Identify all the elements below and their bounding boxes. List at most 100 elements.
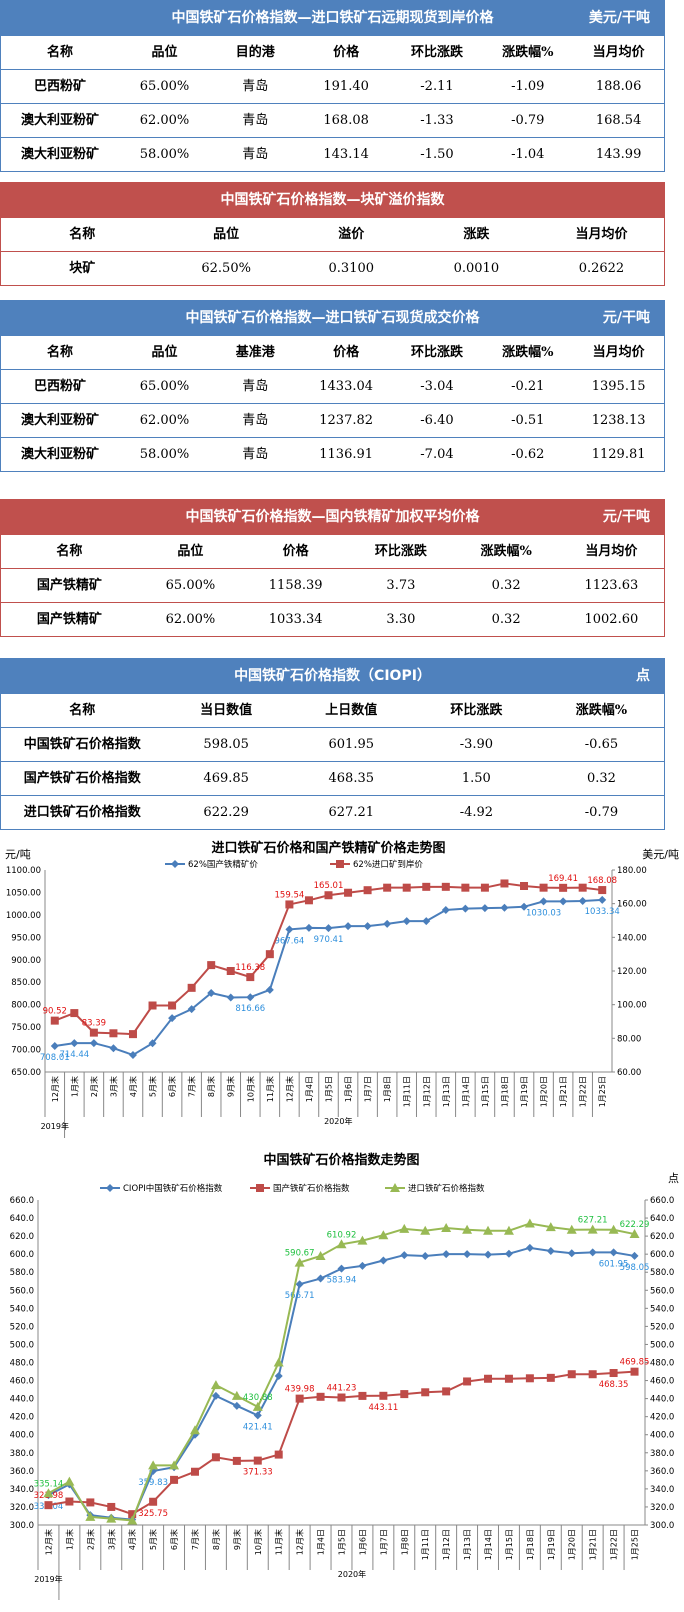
data-point xyxy=(65,1497,74,1506)
series-0 xyxy=(50,895,607,1059)
data-label: 371.33 xyxy=(243,1468,273,1478)
y-tick-label: 620.0 xyxy=(10,1232,34,1242)
x-tick-label: 1月25日 xyxy=(631,1529,640,1560)
x-tick-label: 1月5日 xyxy=(338,1529,347,1555)
table-cell: 58.00% xyxy=(139,447,190,462)
y-tick-label: 460.0 xyxy=(10,1377,34,1387)
data-point xyxy=(500,903,509,912)
y2-tick-label: 360.0 xyxy=(650,1467,674,1477)
data-point xyxy=(567,1249,576,1258)
table-cell: 澳大利亚粉矿 xyxy=(21,447,100,462)
x-tick-label: 1月20日 xyxy=(540,1076,549,1107)
column-header: 品位 xyxy=(177,544,204,559)
table-cell: 62.00% xyxy=(139,413,190,428)
column-header: 环比涨跌 xyxy=(450,703,503,718)
data-point xyxy=(504,1249,513,1258)
data-point xyxy=(480,904,489,913)
table-cell: 468.35 xyxy=(328,771,375,786)
data-point xyxy=(128,1050,137,1059)
table-cell: 澳大利亚粉矿 xyxy=(21,113,100,128)
data-point xyxy=(226,993,235,1002)
data-label: 1033.34 xyxy=(585,907,620,917)
data-point xyxy=(630,1251,639,1260)
data-point xyxy=(50,1041,59,1050)
data-label: 439.98 xyxy=(285,1385,315,1395)
data-label: 627.21 xyxy=(578,1216,608,1226)
data-point xyxy=(170,1475,179,1484)
table-cell: 62.00% xyxy=(165,612,216,627)
table-cell: 1129.81 xyxy=(591,447,646,462)
data-point xyxy=(357,1235,368,1245)
data-point xyxy=(378,1230,389,1240)
data-point xyxy=(500,879,509,888)
table-unit: 美元/干吨 xyxy=(588,10,650,26)
y-tick-label: 1000.00 xyxy=(6,911,41,921)
table-cell: 62.50% xyxy=(201,261,251,276)
year-label: 2019年 xyxy=(41,1121,69,1131)
data-point xyxy=(149,1497,158,1506)
data-label: 708.01 xyxy=(40,1053,70,1063)
data-point xyxy=(484,1374,493,1383)
y-tick-label: 700.00 xyxy=(11,1046,41,1056)
data-point xyxy=(379,1391,388,1400)
data-point xyxy=(256,1184,264,1192)
table-cell: 巴西粉矿 xyxy=(34,379,87,394)
data-point xyxy=(400,1390,409,1399)
table-cell: 1033.34 xyxy=(268,612,323,627)
data-point xyxy=(285,925,294,934)
data-point xyxy=(358,1391,367,1400)
column-header: 价格 xyxy=(282,544,309,559)
table-cell: 国产铁矿石价格指数 xyxy=(23,771,141,786)
x-tick-label: 1月8日 xyxy=(400,1529,409,1555)
table-row: 澳大利亚粉矿 58.00% 青岛 143.14 -1.50 -1.04 143.99 xyxy=(1,137,664,171)
data-point xyxy=(171,860,179,868)
y2-tick-label: 60.00 xyxy=(617,1068,641,1078)
data-point xyxy=(324,891,333,900)
table-cell: 0.32 xyxy=(586,771,616,786)
table-cell: 青岛 xyxy=(242,79,269,94)
data-label: 359.83 xyxy=(138,1478,168,1488)
table-cell: -0.65 xyxy=(584,737,619,752)
data-point xyxy=(285,900,294,909)
y-tick-label: 950.00 xyxy=(11,933,41,943)
data-point xyxy=(503,1225,514,1235)
x-tick-label: 12月末 xyxy=(50,1076,60,1102)
x-tick-label: 12月末 xyxy=(43,1529,53,1555)
table-cell: 青岛 xyxy=(242,113,269,128)
table-cell: 巴西粉矿 xyxy=(34,79,87,94)
y2-axis-label: 点 xyxy=(668,1172,679,1185)
x-tick-label: 1月18日 xyxy=(526,1529,535,1560)
table-cell: -6.40 xyxy=(420,413,454,428)
table-cell: -1.50 xyxy=(420,147,454,162)
x-tick-label: 1月14日 xyxy=(484,1529,493,1560)
data-point xyxy=(520,881,529,890)
data-point xyxy=(85,1511,96,1521)
data-point xyxy=(483,1225,494,1235)
table-cell: 65.00% xyxy=(165,578,216,593)
y-tick-label: 750.00 xyxy=(11,1023,41,1033)
table-header-bar: 中国铁矿石价格指数（CIOPI） 点 xyxy=(1,659,664,693)
data-point xyxy=(315,1250,326,1260)
x-tick-label: 10月末 xyxy=(253,1529,263,1555)
table-title: 中国铁矿石价格指数—进口铁矿石现货成交价格 xyxy=(185,310,480,326)
table-cell: -1.33 xyxy=(420,113,454,128)
x-tick-label: 1月11日 xyxy=(421,1529,430,1560)
column-header: 品位 xyxy=(213,227,240,242)
x-tick-label: 1月15日 xyxy=(505,1529,514,1560)
data-point xyxy=(168,1001,177,1010)
data-point xyxy=(190,1430,199,1439)
y2-tick-label: 120.00 xyxy=(617,967,647,977)
table-cell: -0.62 xyxy=(511,447,545,462)
y-tick-label: 650.00 xyxy=(11,1068,41,1078)
series-1 xyxy=(44,1367,639,1519)
data-point xyxy=(231,1390,242,1400)
data-point xyxy=(587,1224,598,1234)
data-label: 601.95 xyxy=(599,1259,629,1269)
y-axis-label: 元/吨 xyxy=(5,848,31,861)
data-point xyxy=(567,1370,576,1379)
y-tick-label: 600.0 xyxy=(10,1250,34,1260)
data-point xyxy=(609,1248,618,1257)
data-label: 469.85 xyxy=(620,1358,650,1368)
data-point xyxy=(86,1498,95,1507)
legend-label: 62%进口矿到岸价 xyxy=(353,859,423,870)
